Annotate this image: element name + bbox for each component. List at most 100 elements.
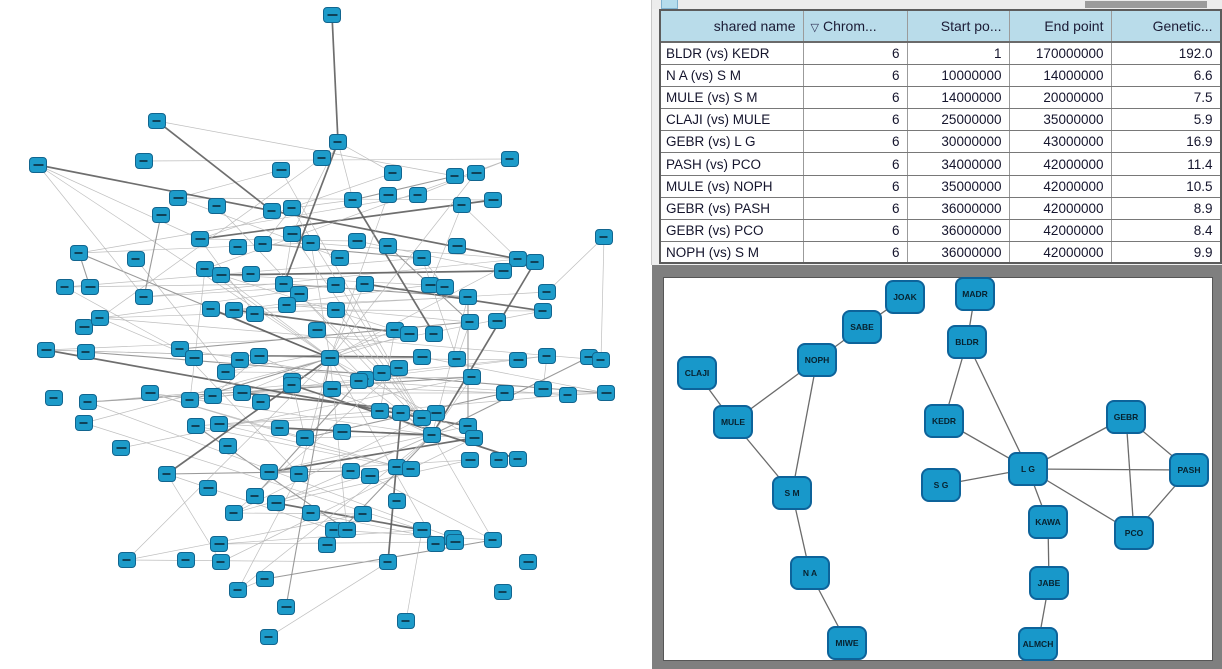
network-node[interactable] — [509, 251, 527, 267]
network-node[interactable] — [169, 190, 187, 206]
table-row[interactable]: GEBR (vs) PASH 6 36000000 42000000 8.9 — [661, 197, 1220, 221]
network-node[interactable] — [379, 187, 397, 203]
table-cell[interactable]: 6 — [803, 42, 908, 65]
network-node[interactable] — [484, 192, 502, 208]
table-cell[interactable]: 6 — [803, 241, 908, 262]
network-node[interactable] — [204, 388, 222, 404]
network-node[interactable] — [400, 326, 418, 342]
table-row[interactable]: CLAJI (vs) MULE 6 25000000 35000000 5.9 — [661, 108, 1220, 132]
network-node[interactable] — [290, 466, 308, 482]
table-row[interactable]: NOPH (vs) S M 6 36000000 42000000 9.9 — [661, 241, 1220, 262]
network-node[interactable] — [217, 364, 235, 380]
network-node[interactable] — [70, 245, 88, 261]
table-cell[interactable]: 35000000 — [907, 175, 1010, 198]
table-cell[interactable]: 14000000 — [1009, 64, 1112, 87]
table-cell[interactable]: N A (vs) S M — [661, 64, 804, 87]
network-node[interactable] — [135, 289, 153, 305]
network-node-SM[interactable]: S M — [772, 476, 812, 510]
network-node[interactable] — [225, 505, 243, 521]
network-node[interactable] — [75, 415, 93, 431]
table-row[interactable]: PASH (vs) PCO 6 34000000 42000000 11.4 — [661, 152, 1220, 176]
network-node[interactable] — [461, 314, 479, 330]
network-node[interactable] — [467, 165, 485, 181]
table-row[interactable]: N A (vs) S M 6 10000000 14000000 6.6 — [661, 64, 1220, 87]
network-node[interactable] — [390, 360, 408, 376]
table-cell[interactable]: 20000000 — [1009, 86, 1112, 110]
table-cell[interactable]: 192.0 — [1111, 42, 1220, 65]
network-node[interactable] — [81, 279, 99, 295]
network-node[interactable] — [534, 381, 552, 397]
table-row[interactable]: GEBR (vs) PCO 6 36000000 42000000 8.4 — [661, 219, 1220, 243]
network-node[interactable] — [379, 554, 397, 570]
network-node[interactable] — [148, 113, 166, 129]
main-network-view[interactable] — [0, 0, 652, 669]
network-node[interactable] — [225, 302, 243, 318]
table-cell[interactable]: 9.9 — [1111, 241, 1220, 262]
table-cell[interactable]: 42000000 — [1009, 219, 1112, 243]
network-node[interactable] — [210, 536, 228, 552]
network-node[interactable] — [413, 349, 431, 365]
network-node[interactable] — [323, 7, 341, 23]
network-node[interactable] — [77, 344, 95, 360]
network-node[interactable] — [342, 463, 360, 479]
network-node[interactable] — [519, 554, 537, 570]
network-node[interactable] — [423, 427, 441, 443]
table-cell[interactable]: 7.5 — [1111, 86, 1220, 110]
network-node[interactable] — [263, 203, 281, 219]
network-node[interactable] — [488, 313, 506, 329]
main-network-canvas[interactable] — [0, 0, 652, 669]
network-node[interactable] — [427, 536, 445, 552]
network-node[interactable] — [384, 165, 402, 181]
network-node[interactable] — [260, 464, 278, 480]
network-node[interactable] — [308, 322, 326, 338]
network-node[interactable] — [246, 488, 264, 504]
network-node[interactable] — [356, 276, 374, 292]
network-node-ALMCH[interactable]: ALMCH — [1018, 627, 1058, 661]
sub-network-canvas[interactable]: JOAK MADR SABE NOPH BLDR CLAJI MULE KEDR GEBR L G… — [652, 265, 1222, 669]
network-node[interactable] — [56, 279, 74, 295]
network-node[interactable] — [361, 468, 379, 484]
table-cell[interactable]: 42000000 — [1009, 241, 1112, 262]
table-cell[interactable]: 6.6 — [1111, 64, 1220, 87]
table-cell[interactable]: GEBR (vs) PCO — [661, 219, 804, 243]
network-node[interactable] — [446, 168, 464, 184]
network-node[interactable] — [595, 229, 613, 245]
table-cell[interactable]: BLDR (vs) KEDR — [661, 42, 804, 65]
network-node[interactable] — [413, 410, 431, 426]
network-node-PASH[interactable]: PASH — [1169, 453, 1209, 487]
network-node[interactable] — [177, 552, 195, 568]
network-node[interactable] — [327, 302, 345, 318]
network-node[interactable] — [448, 351, 466, 367]
network-node-KAWA[interactable]: KAWA — [1028, 505, 1068, 539]
network-node[interactable] — [421, 277, 439, 293]
network-node[interactable] — [413, 522, 431, 538]
table-cell[interactable]: 170000000 — [1009, 42, 1112, 65]
table-cell[interactable]: 16.9 — [1111, 130, 1220, 154]
network-node[interactable] — [171, 341, 189, 357]
table-cell[interactable]: NOPH (vs) S M — [661, 241, 804, 262]
network-node[interactable] — [219, 438, 237, 454]
network-node[interactable] — [490, 452, 508, 468]
table-cell[interactable]: 36000000 — [907, 241, 1010, 262]
network-node[interactable] — [267, 495, 285, 511]
network-node-SG[interactable]: S G — [921, 468, 961, 502]
table-cell[interactable]: 6 — [803, 219, 908, 243]
network-node[interactable] — [278, 297, 296, 313]
network-node[interactable] — [254, 236, 272, 252]
table-cell[interactable]: 6 — [803, 152, 908, 176]
network-node[interactable] — [277, 599, 295, 615]
table-cell[interactable]: 8.4 — [1111, 219, 1220, 243]
filter-icon[interactable]: ▽ — [810, 22, 819, 34]
table-cell[interactable]: 42000000 — [1009, 175, 1112, 198]
network-node[interactable] — [112, 440, 130, 456]
network-node[interactable] — [45, 390, 63, 406]
network-node[interactable] — [302, 505, 320, 521]
network-node[interactable] — [388, 493, 406, 509]
network-node-CLAJI[interactable]: CLAJI — [677, 356, 717, 390]
network-node-BLDR[interactable]: BLDR — [947, 325, 987, 359]
network-node[interactable] — [509, 352, 527, 368]
network-node[interactable] — [348, 233, 366, 249]
table-cell[interactable]: 25000000 — [907, 108, 1010, 132]
network-node[interactable] — [290, 286, 308, 302]
network-node[interactable] — [496, 385, 514, 401]
